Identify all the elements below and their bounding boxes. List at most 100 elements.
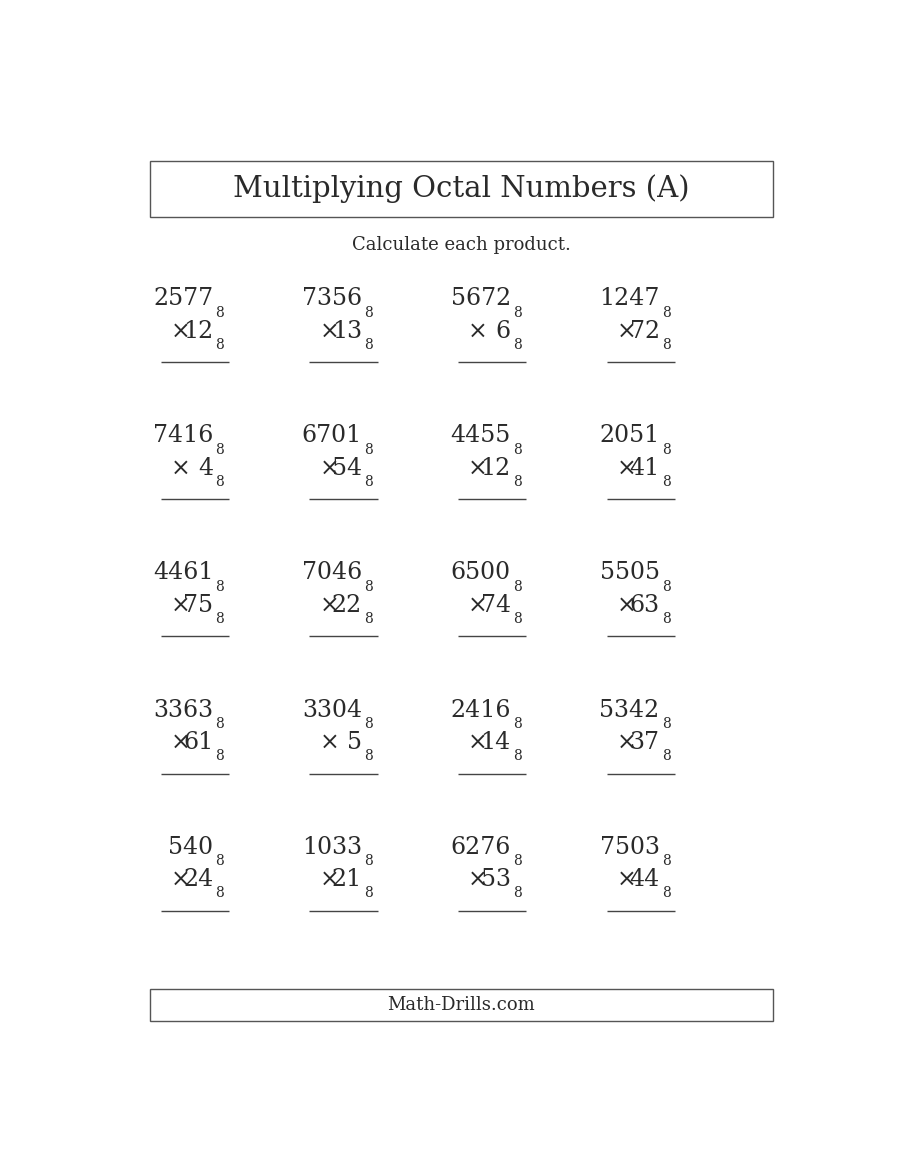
Text: 8: 8 [513,580,522,594]
Text: 4: 4 [198,457,213,480]
Text: 7046: 7046 [302,562,362,585]
Text: 61: 61 [183,730,213,754]
Text: 8: 8 [216,749,224,763]
Text: ×: × [468,319,488,343]
Text: 8: 8 [513,887,522,901]
Text: 74: 74 [481,594,511,616]
Text: ×: × [171,457,191,480]
Text: 12: 12 [481,457,511,480]
Text: ×: × [171,594,191,616]
Text: 6500: 6500 [451,562,511,585]
Text: 8: 8 [513,718,522,732]
Text: 8: 8 [216,475,224,489]
Text: 6701: 6701 [302,424,362,447]
Text: ×: × [468,457,488,480]
Text: 37: 37 [630,730,660,754]
Text: 13: 13 [332,319,362,343]
Text: 8: 8 [216,718,224,732]
Text: 5672: 5672 [451,288,511,310]
Text: ×: × [171,730,191,754]
Text: 7356: 7356 [302,288,362,310]
Text: 8: 8 [662,306,670,320]
Text: ×: × [171,319,191,343]
Text: 8: 8 [662,338,670,352]
Text: ×: × [171,868,191,891]
Text: 14: 14 [481,730,511,754]
Text: 24: 24 [183,868,213,891]
Text: 63: 63 [629,594,660,616]
FancyBboxPatch shape [149,162,773,217]
Text: 72: 72 [629,319,660,343]
Text: ×: × [320,594,339,616]
Text: Calculate each product.: Calculate each product. [352,236,571,254]
Text: ×: × [320,868,339,891]
Text: 41: 41 [629,457,660,480]
Text: 4461: 4461 [153,562,213,585]
Text: 8: 8 [513,475,522,489]
Text: 8: 8 [662,580,670,594]
Text: 8: 8 [364,580,373,594]
Text: 22: 22 [332,594,362,616]
FancyBboxPatch shape [149,989,773,1022]
Text: 4455: 4455 [451,424,511,447]
Text: 8: 8 [364,887,373,901]
Text: 2577: 2577 [153,288,213,310]
Text: 3304: 3304 [302,699,362,721]
Text: 8: 8 [216,338,224,352]
Text: 8: 8 [216,443,224,457]
Text: 44: 44 [629,868,660,891]
Text: 54: 54 [332,457,362,480]
Text: ×: × [320,730,339,754]
Text: ×: × [617,730,637,754]
Text: 8: 8 [364,613,373,627]
Text: 8: 8 [216,306,224,320]
Text: ×: × [468,868,488,891]
Text: ×: × [617,868,637,891]
Text: 540: 540 [168,835,213,859]
Text: 8: 8 [662,854,670,868]
Text: ×: × [468,594,488,616]
Text: 8: 8 [216,580,224,594]
Text: 8: 8 [216,613,224,627]
Text: 8: 8 [662,613,670,627]
Text: ×: × [617,594,637,616]
Text: 8: 8 [513,613,522,627]
Text: 8: 8 [216,854,224,868]
Text: 8: 8 [364,475,373,489]
Text: 8: 8 [662,475,670,489]
Text: 8: 8 [662,749,670,763]
Text: 3363: 3363 [153,699,213,721]
Text: 8: 8 [364,338,373,352]
Text: 1247: 1247 [599,288,660,310]
Text: Multiplying Octal Numbers (A): Multiplying Octal Numbers (A) [233,175,689,204]
Text: 8: 8 [364,718,373,732]
Text: 8: 8 [662,443,670,457]
Text: ×: × [617,319,637,343]
Text: 8: 8 [364,306,373,320]
Text: 2416: 2416 [450,699,511,721]
Text: 8: 8 [216,887,224,901]
Text: 7503: 7503 [599,835,660,859]
Text: 75: 75 [184,594,213,616]
Text: 12: 12 [183,319,213,343]
Text: ×: × [320,319,339,343]
Text: 8: 8 [364,854,373,868]
Text: 2051: 2051 [599,424,660,447]
Text: 5: 5 [347,730,362,754]
Text: 5505: 5505 [599,562,660,585]
Text: 53: 53 [481,868,511,891]
Text: 6276: 6276 [451,835,511,859]
Text: 8: 8 [513,854,522,868]
Text: 6: 6 [496,319,511,343]
Text: ×: × [320,457,339,480]
Text: 5342: 5342 [599,699,660,721]
Text: ×: × [617,457,637,480]
Text: ×: × [468,730,488,754]
Text: 8: 8 [513,306,522,320]
Text: 1033: 1033 [302,835,362,859]
Text: 7416: 7416 [153,424,213,447]
Text: Math-Drills.com: Math-Drills.com [387,996,536,1015]
Text: 8: 8 [364,443,373,457]
Text: 8: 8 [662,887,670,901]
Text: 8: 8 [662,718,670,732]
